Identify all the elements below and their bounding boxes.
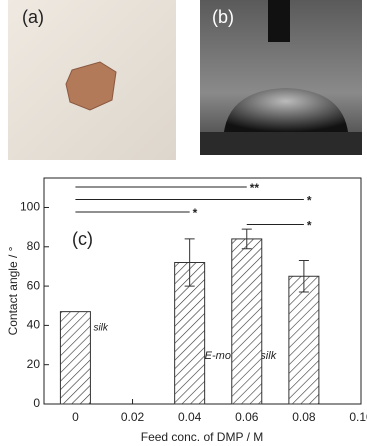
- x-axis-label: Feed conc. of DMP / M: [141, 430, 264, 444]
- bar: [59, 311, 91, 405]
- needle: [268, 0, 290, 42]
- error-bar: [241, 228, 252, 250]
- silk-sample: [65, 61, 117, 111]
- x-tick-label: 0: [72, 410, 79, 424]
- y-tick-label: 20: [27, 357, 41, 371]
- y-tick-label: 60: [27, 278, 41, 292]
- y-tick-label: 100: [20, 200, 40, 214]
- y-tick-label: 40: [27, 318, 41, 332]
- substrate: [200, 132, 362, 155]
- panel-label: (c): [72, 229, 93, 249]
- droplet: [224, 88, 348, 132]
- bar: [288, 275, 320, 405]
- y-tick-label: 80: [27, 239, 41, 253]
- error-bar: [298, 260, 309, 293]
- significance-label: *: [193, 206, 198, 220]
- significance-label: *: [307, 219, 312, 233]
- panel-label: (a): [22, 7, 44, 27]
- panel-label: (b): [212, 7, 234, 27]
- x-tick-label: 0.10: [349, 410, 367, 424]
- error-bar: [184, 238, 195, 287]
- x-tick-label: 0.06: [235, 410, 259, 424]
- x-tick-label: 0.04: [178, 410, 202, 424]
- y-axis-label: Contact angle / °: [6, 246, 20, 335]
- bar: [231, 238, 263, 405]
- significance-label: *: [307, 194, 312, 208]
- y-tick-label: 0: [33, 396, 40, 410]
- x-tick-label: 0.02: [121, 410, 145, 424]
- significance-label: **: [250, 181, 260, 195]
- x-tick-label: 0.08: [292, 410, 316, 424]
